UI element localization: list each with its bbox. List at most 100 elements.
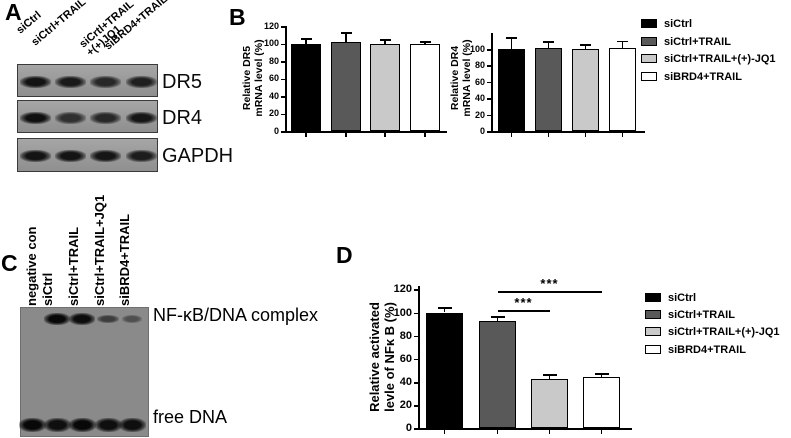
y-tick-label: 0 — [479, 125, 485, 136]
nfkb-complex-band — [69, 313, 95, 325]
y-tick — [487, 81, 491, 84]
free-dna-band — [118, 418, 146, 432]
panel-c-lane-label: siCtrl+TRAIL+JQ1 — [92, 194, 107, 306]
legend-label: siCtrl+TRAIL — [668, 309, 735, 322]
x-tick — [600, 430, 603, 434]
nfkb-complex-band — [121, 315, 143, 323]
error-bar-cap — [490, 316, 505, 319]
y-tick-label: 100 — [263, 38, 279, 49]
y-axis-label: Relative activated levle of NFκ B (%) — [367, 302, 397, 412]
x-axis — [418, 428, 632, 430]
error-bar-line — [305, 39, 307, 44]
y-tick-label: 60 — [399, 352, 412, 365]
legend-swatch — [645, 310, 661, 320]
protein-band — [19, 111, 51, 124]
y-tick-label: 20 — [399, 398, 412, 411]
error-bar-line — [424, 41, 426, 45]
x-tick — [384, 133, 386, 137]
protein-band — [19, 75, 51, 88]
y-tick-label: 40 — [474, 93, 485, 104]
y-tick — [281, 26, 285, 28]
dr4-bar-0 — [498, 48, 525, 131]
y-tick-label: 40 — [268, 90, 279, 101]
y-tick — [487, 48, 491, 51]
blot-row-label: DR4 — [162, 106, 203, 129]
error-bar-line — [510, 38, 513, 49]
y-tick — [281, 61, 285, 63]
dr5-bar-3 — [410, 44, 440, 131]
blot-dr4 — [17, 100, 158, 133]
blot-dr5 — [17, 64, 158, 97]
legend-label: siCtrl — [664, 18, 693, 30]
error-bar-line — [584, 44, 587, 49]
error-bar-line — [600, 373, 603, 378]
legend-swatch — [645, 344, 661, 354]
nfkb-complex-band — [97, 314, 119, 324]
y-tick-label: 100 — [393, 306, 412, 319]
legend-label: siCtrl+TRAIL — [664, 35, 731, 48]
y-tick-label: 80 — [268, 55, 279, 66]
panel-c-lane-label: siBRD4+TRAIL — [117, 213, 132, 306]
protein-band — [54, 111, 86, 124]
y-tick-label: 80 — [474, 60, 485, 71]
nfkb-dna-complex-label: NF-κB/DNA complex — [153, 305, 319, 325]
y-tick — [414, 428, 418, 430]
y-tick — [487, 65, 491, 68]
error-bar-cap — [580, 43, 591, 46]
y-tick — [281, 96, 285, 98]
x-tick — [621, 133, 624, 137]
y-tick — [487, 114, 491, 117]
error-bar-line — [621, 41, 624, 48]
dr5-bar-0 — [291, 43, 321, 131]
y-tick — [281, 43, 285, 46]
y-tick — [487, 131, 491, 133]
y-tick-label: 40 — [399, 375, 412, 388]
y-tick — [414, 381, 418, 384]
x-tick — [548, 430, 551, 434]
panel-c-lane-label: siCtrl+TRAIL — [66, 226, 81, 306]
error-bar-cap — [300, 38, 312, 41]
error-bar-line — [496, 317, 499, 321]
y-tick — [414, 358, 418, 361]
panel-c-letter: C — [1, 250, 18, 276]
dr5-bar-1 — [331, 41, 361, 131]
panel-b-letter: B — [229, 4, 246, 30]
panel-a-letter: A — [5, 0, 22, 25]
y-tick — [487, 98, 491, 100]
error-bar-cap — [340, 32, 352, 34]
x-tick — [424, 133, 426, 137]
panel-c-lane-label: negative con — [24, 226, 39, 306]
x-tick — [345, 133, 347, 137]
y-tick — [414, 289, 418, 292]
x-tick — [510, 133, 513, 137]
y-tick-label: 80 — [399, 329, 412, 342]
legend-label: siCtrl+TRAIL+(+)-JQ1 — [668, 326, 780, 339]
significance-stars: *** — [514, 295, 533, 310]
protein-band — [54, 75, 86, 88]
error-bar-cap — [543, 41, 554, 44]
x-tick — [443, 430, 446, 434]
nfkb-bar-0 — [426, 312, 463, 428]
error-bar-cap — [506, 37, 517, 39]
y-tick-label: 20 — [474, 109, 485, 120]
protein-band — [125, 75, 157, 88]
protein-band — [89, 111, 121, 124]
error-bar-cap — [419, 40, 431, 43]
nfkb-bar-2 — [531, 379, 568, 428]
dr4-bar-2 — [572, 48, 599, 131]
y-axis-label: Relative DR4 mRNA level (%) — [448, 39, 473, 117]
free-dna-band — [43, 418, 71, 432]
x-axis — [285, 131, 447, 133]
y-tick — [281, 78, 285, 81]
legend-swatch — [645, 293, 661, 302]
y-axis — [491, 33, 493, 133]
panel-c-lane-label: siCtrl — [40, 272, 55, 306]
y-tick — [414, 312, 418, 315]
y-tick-label: 0 — [405, 422, 412, 435]
y-axis-label: Relative DR5 mRNA level (%) — [240, 39, 265, 117]
y-tick-label: 120 — [393, 283, 412, 296]
nfkb-complex-band — [44, 313, 70, 325]
nfkb-bar-3 — [583, 377, 620, 428]
significance-line — [497, 291, 602, 294]
y-axis — [285, 26, 287, 133]
